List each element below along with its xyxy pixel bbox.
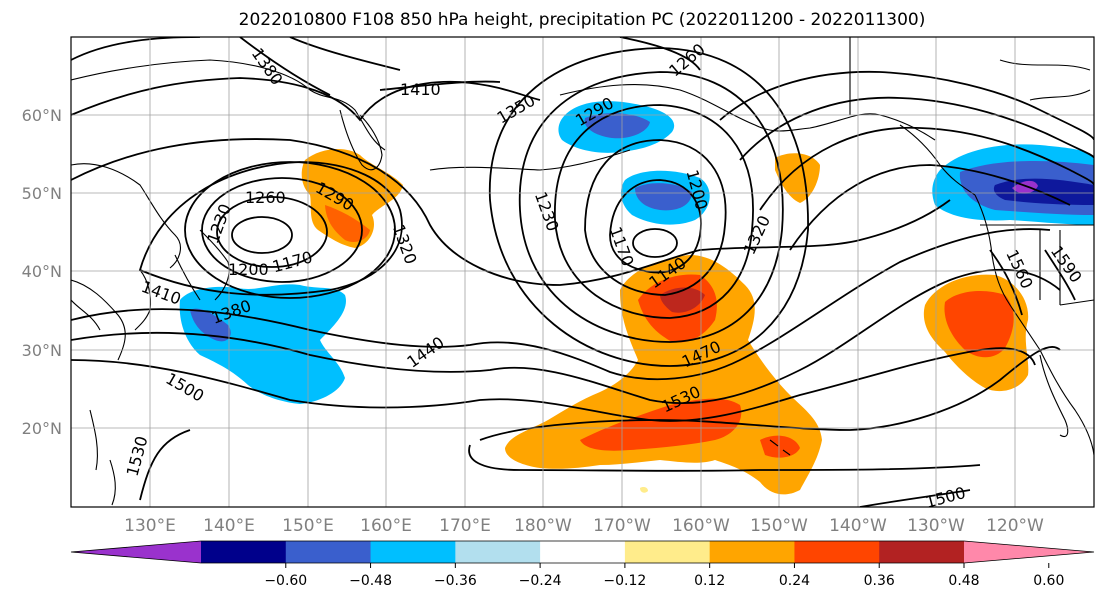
colorbar-segment	[540, 541, 626, 563]
lon-label: 160°W	[672, 516, 730, 536]
contour-1560	[989, 249, 1023, 316]
coastline-aleutians	[429, 149, 631, 171]
coastline-hudson	[999, 59, 1091, 101]
colorbar-tick-label: 0.48	[948, 573, 979, 589]
contour-1500-south	[859, 489, 971, 507]
coastline-siberia	[71, 59, 386, 151]
contour-trough-1	[632, 228, 678, 258]
contour-ridge-2	[739, 96, 1094, 161]
colorbar-tick-label: −0.12	[603, 573, 646, 589]
contour-label: 1200	[228, 260, 269, 279]
lon-label: 170°W	[593, 516, 651, 536]
contour-label: 1410	[400, 80, 441, 99]
colorbar-segment	[624, 541, 711, 563]
lon-label: 150°W	[750, 516, 808, 536]
coastline-china	[71, 279, 126, 361]
contour-trough-5	[518, 71, 784, 343]
border-us-states	[1039, 230, 1094, 306]
contour-label: 1260	[245, 188, 286, 207]
contour-low-west-2	[216, 196, 328, 268]
map-panel: 1380 1410 1350 1290 1260 1260 1230 1290 …	[71, 37, 1094, 507]
graticule	[71, 37, 1094, 507]
contour-low-west-3	[201, 177, 363, 283]
contour-ridge-4	[789, 164, 1071, 251]
lon-label: 170°E	[439, 516, 491, 536]
colorbar-segment	[370, 541, 456, 563]
contour-1350	[379, 80, 501, 91]
lat-label: 40°N	[22, 262, 62, 281]
contour-trough-3	[584, 139, 727, 296]
colorbar-segment	[879, 541, 965, 563]
colorbar-segment	[201, 541, 287, 563]
positive-anomaly-kuril	[301, 148, 403, 248]
lat-label: 30°N	[22, 341, 62, 360]
colorbar-extend-high	[964, 541, 1094, 563]
coastline-manchuria	[71, 163, 181, 269]
lon-label: 160°E	[360, 516, 412, 536]
contour-1410-north	[71, 77, 541, 122]
colorbar-tick-label: −0.60	[264, 573, 307, 589]
positive-anomaly-california-core	[944, 290, 1014, 358]
contour-low-west-5	[138, 161, 403, 296]
lon-label: 150°E	[282, 516, 334, 536]
colorbar-segment	[455, 541, 541, 563]
lon-label: 120°W	[986, 516, 1044, 536]
contour-1530-south	[468, 444, 981, 472]
lon-label: 140°W	[829, 516, 887, 536]
colorbar: −0.60 −0.48 −0.36 −0.24 −0.12 0.12 0.24 0.36 0.4…	[70, 540, 1095, 589]
contour-ridge-1	[719, 70, 1094, 141]
colorbar-segment	[794, 541, 880, 563]
colorbar-extend-low	[71, 541, 201, 563]
colorbar-tick-label: 0.36	[864, 573, 895, 589]
coastline-hawaii	[769, 439, 791, 456]
contour-1590	[1044, 249, 1076, 301]
lat-label: 50°N	[22, 184, 62, 203]
coastline-baja	[1039, 354, 1069, 438]
colorbar-tick-label: 0.24	[779, 573, 810, 589]
lon-label: 180°W	[514, 516, 572, 536]
contour-ridge-5	[619, 37, 701, 71]
contour-ridge-3	[759, 126, 1094, 211]
coastline-japan	[174, 229, 230, 301]
lon-label: 130°E	[124, 516, 176, 536]
positive-anomaly-hawaii	[760, 435, 800, 458]
positive-anomaly-kuril-core	[325, 205, 370, 242]
negative-anomaly-gulf-core	[635, 183, 692, 211]
colorbar-segment	[709, 541, 795, 563]
colorbar-tick-label: 0.12	[694, 573, 725, 589]
figure-title: 2022010800 F108 850 hPa height, precipit…	[239, 10, 926, 30]
colorbar-tick-label: 0.60	[1033, 573, 1064, 589]
colorbar-outline	[70, 540, 1095, 564]
positive-anomaly-small-dot	[640, 487, 648, 493]
coastline-philippines	[89, 409, 116, 506]
contour-trough-4	[554, 104, 754, 319]
positive-anomaly-gulf-east	[775, 153, 820, 203]
colorbar-tick-label: −0.24	[519, 573, 562, 589]
contour-1380	[239, 37, 331, 96]
coastline-kamchatka	[339, 109, 383, 171]
lon-label: 130°W	[907, 516, 965, 536]
lat-label: 20°N	[22, 419, 62, 438]
map-frame	[70, 36, 1095, 508]
positive-anomaly-central-plume	[505, 255, 822, 495]
colorbar-segment	[285, 541, 372, 563]
latitude-labels: 60°N 50°N 40°N 30°N 20°N	[22, 106, 62, 438]
colorbar-tick-label: −0.48	[349, 573, 392, 589]
negative-anomaly-japan-core	[190, 308, 231, 342]
longitude-labels: 130°E 140°E 150°E 160°E 170°E 180°W 170°…	[124, 516, 1044, 536]
contour-low-west-1	[231, 216, 293, 254]
lon-label: 140°E	[203, 516, 255, 536]
contour-1530	[139, 345, 1061, 501]
contour-trough-6	[488, 47, 809, 367]
contour-1320	[71, 138, 951, 286]
colorbar-tick-label: −0.36	[434, 573, 477, 589]
lat-label: 60°N	[22, 106, 62, 125]
contour-trough-2	[609, 179, 702, 274]
contour-1440	[71, 228, 1051, 381]
